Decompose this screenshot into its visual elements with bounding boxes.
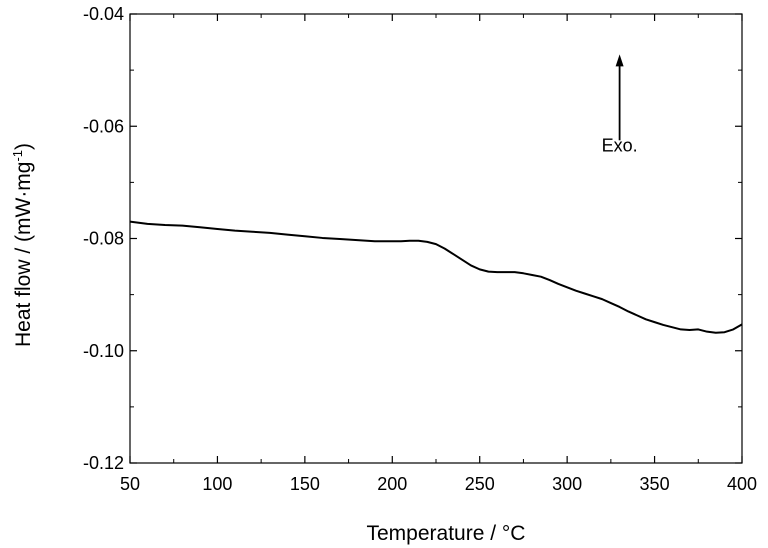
- heat-flow-line: [129, 220, 743, 334]
- x-tick-label: 150: [290, 474, 320, 494]
- y-tick-label: -0.10: [83, 341, 124, 361]
- y-tick-label: -0.06: [83, 116, 124, 136]
- y-tick-label: -0.12: [83, 453, 124, 473]
- x-tick-label: 250: [465, 474, 495, 494]
- annotations: Exo.: [602, 54, 638, 156]
- y-axis-title-text: Heat flow / (mW·mg: [12, 162, 35, 348]
- x-tick-label: 300: [552, 474, 582, 494]
- y-tick-label: -0.08: [83, 229, 124, 249]
- y-tick-label: -0.04: [83, 4, 124, 24]
- x-axis-title: Temperature / °C: [367, 522, 526, 545]
- x-tick-label: 200: [377, 474, 407, 494]
- x-tick-label: 100: [202, 474, 232, 494]
- y-axis-title: Heat flow / (mW·mg-1): [10, 143, 35, 347]
- x-axis-ticks: 50 100 150 200 250 300 350 400: [120, 14, 757, 494]
- x-axis-title-unit: °C: [502, 522, 526, 545]
- exo-label: Exo.: [602, 136, 638, 156]
- x-tick-label: 350: [640, 474, 670, 494]
- exo-arrow-head: [615, 54, 624, 67]
- y-axis-ticks: -0.04 -0.06 -0.08 -0.10 -0.12: [83, 4, 742, 473]
- plot-frame: [129, 13, 743, 464]
- x-tick-label: 400: [727, 474, 757, 494]
- x-tick-label: 50: [120, 474, 140, 494]
- x-axis-title-text: Temperature /: [367, 522, 502, 545]
- y-axis-title-close: ): [12, 143, 35, 150]
- y-axis-title-exponent: -1: [10, 150, 25, 162]
